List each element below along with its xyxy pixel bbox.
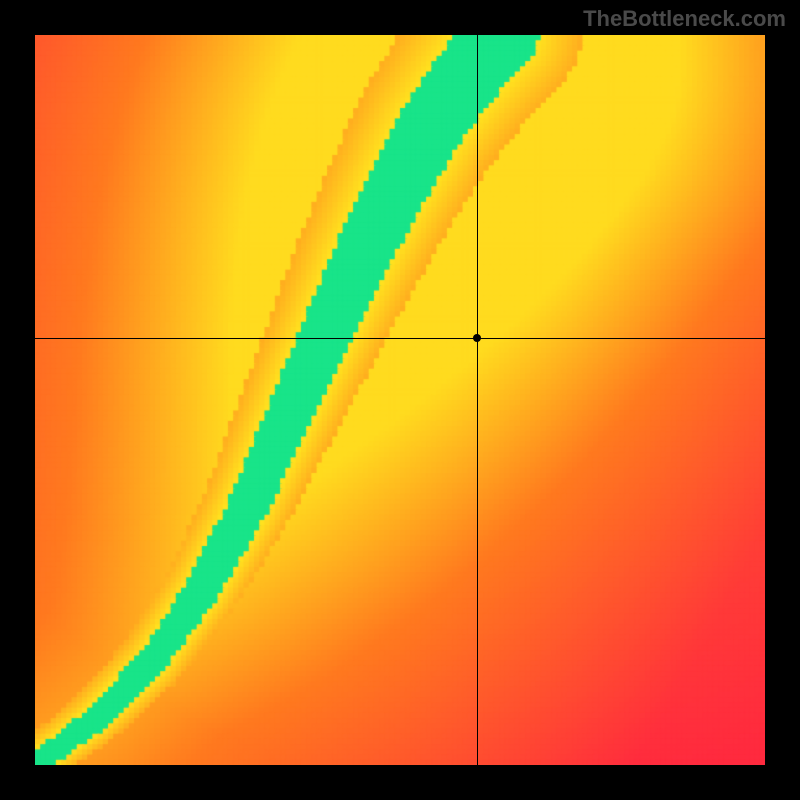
watermark-text: TheBottleneck.com bbox=[583, 6, 786, 32]
heatmap-plot bbox=[35, 35, 765, 765]
heatmap-canvas bbox=[35, 35, 765, 765]
crosshair-horizontal bbox=[35, 338, 765, 339]
crosshair-vertical bbox=[477, 35, 478, 765]
crosshair-marker bbox=[473, 334, 481, 342]
